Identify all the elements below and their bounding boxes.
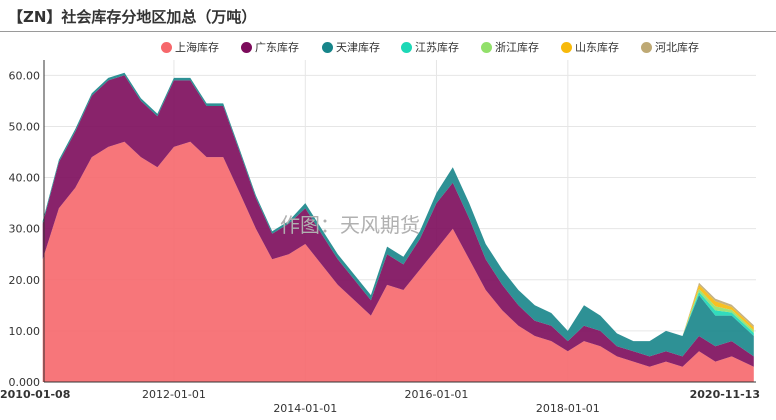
legend-marker [401,41,412,53]
legend-marker [241,41,252,53]
legend-item[interactable]: 天津库存 [322,39,380,55]
y-tick-label: 0.000 [9,376,41,389]
watermark-text: 作图：天风期货 [280,213,420,237]
legend-label: 浙江库存 [495,41,539,54]
axes: 0.000 10.00 20.00 30.00 40.00 50.00 60.00 2010-… [0,60,760,415]
legend-marker [641,41,652,53]
y-tick-label: 10.00 [9,325,41,338]
chart-title: 【ZN】社会库存分地区加总（万吨） [8,8,257,26]
legend-marker [161,41,172,53]
title-divider [0,31,776,32]
legend-label: 山东库存 [575,41,619,54]
area-series [42,72,754,382]
legend-marker [561,41,572,53]
legend-item[interactable]: 山东库存 [561,39,619,55]
legend-item[interactable]: 上海库存 [161,39,219,55]
legend-label: 江苏库存 [415,41,459,54]
area-series-path [42,141,754,382]
legend-marker [322,41,333,53]
y-tick-label: 60.00 [9,69,41,82]
y-tick-label: 30.00 [9,223,41,236]
legend-item[interactable]: 浙江库存 [481,39,539,55]
legend-marker [481,41,492,53]
legend-item[interactable]: 江苏库存 [401,39,459,55]
y-tick-label: 50.00 [9,120,41,133]
x-tick-label: 2010-01-08 [0,388,70,401]
legend-item[interactable]: 河北库存 [641,39,699,55]
legend-label: 河北库存 [655,41,699,54]
legend: 上海库存 广东库存 天津库存 江苏库存 浙江库存 山东库存 河北库存 [0,39,776,55]
x-tick-label: 2016-01-01 [405,388,469,401]
y-tick-label: 20.00 [9,274,41,287]
x-tick-label: 2012-01-01 [142,388,206,401]
x-tick-label: 2020-11-13 [690,388,760,401]
y-tick-label: 40.00 [9,172,41,185]
x-tick-label: 2014-01-01 [273,402,337,415]
legend-item[interactable]: 广东库存 [241,39,299,55]
x-tick-label: 2018-01-01 [536,402,600,415]
area-series-path [42,75,754,367]
legend-label: 天津库存 [336,41,380,54]
legend-label: 广东库存 [255,41,299,54]
legend-label: 上海库存 [175,41,219,54]
